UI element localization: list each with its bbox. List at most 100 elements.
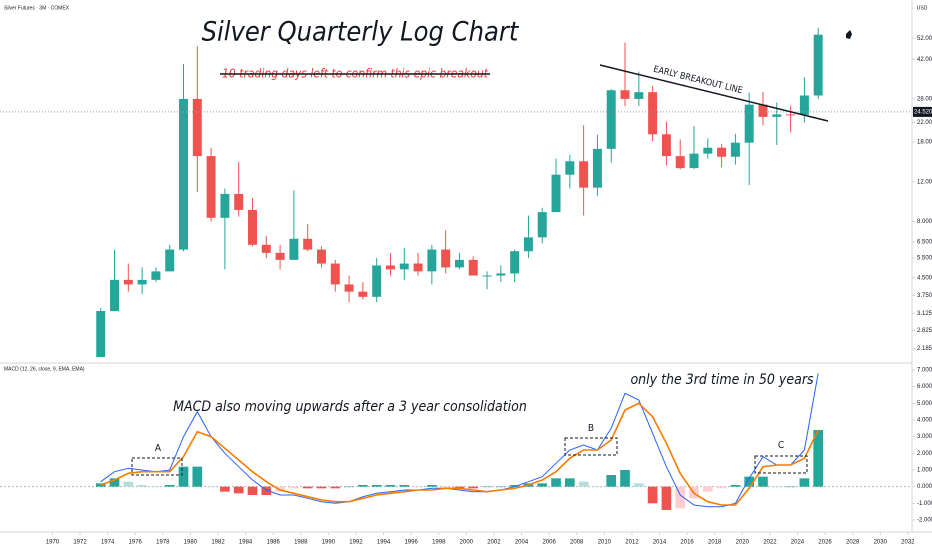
x-tick-label: 2020	[736, 540, 750, 546]
candle-body	[220, 193, 230, 218]
candle-body	[592, 148, 602, 188]
x-tick-label: 2002	[487, 540, 501, 546]
histogram-bar	[109, 478, 120, 487]
histogram-bar	[771, 486, 782, 488]
x-tick-label: 1974	[101, 540, 115, 546]
histogram-bar	[578, 481, 589, 487]
histogram-bar	[702, 486, 713, 492]
candle-body	[165, 249, 175, 272]
x-tick-label: 2010	[598, 540, 612, 546]
macd-line	[100, 373, 819, 508]
box-label: C	[778, 440, 784, 451]
candle-body	[717, 147, 727, 157]
histogram-bar	[620, 470, 630, 487]
candle-body	[634, 92, 644, 99]
candle-body	[275, 252, 285, 260]
histogram-bar	[358, 485, 368, 487]
x-tick-label: 1970	[46, 540, 60, 546]
candle-body	[496, 273, 506, 276]
cursor-icon	[846, 30, 852, 39]
histogram-bar	[413, 486, 423, 488]
candle-body	[316, 249, 326, 264]
consolidation-box	[564, 437, 618, 456]
candle-body	[620, 90, 630, 99]
macd-annotation: MACD also moving upwards after a 3 year …	[173, 399, 527, 415]
histogram-bar	[647, 486, 658, 504]
histogram-bar	[509, 485, 520, 487]
candle-body	[468, 259, 478, 276]
candle-body	[289, 238, 299, 260]
consolidation-box	[754, 455, 808, 474]
x-tick-label: 1982	[211, 540, 225, 546]
x-tick-label: 1996	[404, 540, 418, 546]
histogram-bar	[233, 486, 244, 494]
histogram-bar	[385, 485, 396, 487]
histogram-bar	[813, 430, 824, 487]
macd-line	[100, 402, 819, 506]
histogram-bar	[261, 486, 272, 495]
y-tick-label: 3.000	[917, 434, 932, 440]
candle-body	[579, 161, 589, 188]
histogram-bar	[371, 485, 382, 487]
symbol-label: Silver Futures · 3M · COMEX	[4, 5, 70, 11]
x-tick-label: 1992	[349, 540, 363, 546]
candle-body	[799, 95, 809, 115]
y-tick-label: 4.500	[917, 275, 932, 281]
box-label: A	[155, 443, 162, 454]
histogram-bar	[220, 486, 230, 492]
histogram-bar	[730, 485, 741, 487]
y-tick-label: 4.000	[917, 418, 932, 424]
macd-title: MACD (12, 26, close, 9, EMA, EMA)	[4, 366, 85, 372]
histogram-bar	[496, 486, 506, 488]
candle-body	[772, 114, 782, 117]
histogram-bar	[316, 486, 327, 489]
y-tick-label: 1.000	[917, 468, 932, 474]
candle-body	[675, 156, 685, 169]
histogram-bar	[716, 486, 727, 489]
candle-body	[565, 161, 575, 175]
candle-body	[303, 238, 313, 250]
candle-body	[648, 92, 658, 135]
histogram-bar	[661, 486, 672, 510]
y-tick-label: 6.500	[917, 239, 932, 245]
y-tick-label: 52.000	[917, 36, 932, 42]
histogram-bar	[785, 486, 796, 488]
x-tick-label: 2006	[542, 540, 556, 546]
candle-body	[234, 193, 244, 210]
x-tick-label: 2016	[680, 540, 694, 546]
x-tick-label: 2004	[515, 540, 529, 546]
histogram-bar	[799, 478, 810, 487]
candle-body	[372, 265, 382, 297]
breakout-line	[599, 64, 829, 122]
candle-body	[661, 134, 671, 157]
histogram-bar	[178, 466, 189, 487]
x-tick-label: 2028	[846, 540, 860, 546]
x-tick-label: 2012	[625, 540, 639, 546]
y-tick-label: 12.000	[917, 179, 932, 185]
candle-body	[441, 249, 451, 268]
x-tick-label: 2024	[791, 540, 805, 546]
candle-body	[813, 34, 823, 96]
candle-body	[523, 237, 533, 252]
candle-body	[137, 279, 147, 285]
candle-body	[689, 153, 699, 169]
histogram-bar	[551, 478, 561, 487]
candle-body	[385, 265, 395, 270]
y-tick-label: 2.000	[917, 451, 932, 457]
y-tick-label: 5.000	[917, 401, 932, 407]
x-tick-label: 2030	[874, 540, 888, 546]
x-tick-label: 1994	[377, 540, 391, 546]
x-tick-label: 1990	[322, 540, 336, 546]
y-tick-label: 7.000	[917, 368, 932, 374]
histogram-bar	[137, 485, 147, 487]
x-tick-label: 2022	[763, 540, 777, 546]
candle-body	[786, 114, 796, 116]
histogram-bar	[482, 486, 492, 488]
y-tick-label: -1.000	[917, 501, 932, 507]
histogram-bar	[454, 486, 465, 489]
price-badge-label: 24.520	[914, 109, 932, 115]
histogram-bar	[440, 486, 451, 488]
y-tick-label: 28.000	[917, 96, 932, 102]
y-tick-label: 5.500	[917, 256, 932, 262]
